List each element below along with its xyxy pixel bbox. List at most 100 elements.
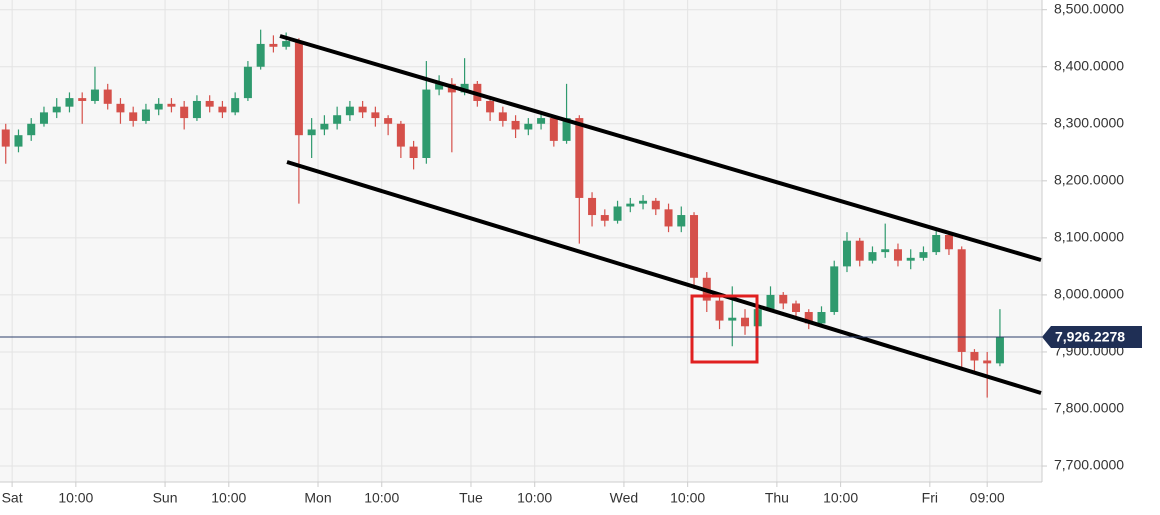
candle-body	[498, 112, 507, 121]
candle-body	[575, 118, 584, 198]
x-tick-label: Wed	[610, 490, 639, 506]
candle-body	[893, 249, 902, 261]
candle-body	[651, 200, 660, 210]
candle-body	[766, 294, 775, 310]
grid	[0, 0, 1042, 482]
candle-body	[690, 215, 699, 278]
candle-body	[842, 240, 851, 267]
candle-body	[511, 120, 520, 130]
candle-body	[791, 303, 800, 313]
x-tick-label: 10:00	[58, 490, 93, 506]
candle-body	[116, 103, 125, 113]
candle-body	[881, 249, 890, 253]
candle-body	[830, 266, 839, 313]
candle-body	[103, 89, 112, 104]
candle-body	[65, 98, 74, 107]
candle-body	[167, 103, 176, 107]
last-price-tag	[1042, 325, 1142, 348]
candle-body	[957, 249, 966, 352]
labels: 7,700.00007,800.00007,900.00008,000.0000…	[0, 0, 1142, 506]
candle-body	[779, 294, 788, 304]
candle-body	[52, 106, 61, 113]
y-tick-label: 8,400.0000	[1054, 57, 1124, 73]
candle-body	[626, 203, 635, 207]
candle-body	[396, 123, 405, 147]
candle-body	[588, 197, 597, 216]
candle-body	[664, 209, 673, 227]
candle-body	[970, 351, 979, 361]
candle-body	[460, 83, 469, 93]
candle-body	[384, 118, 393, 124]
last-price-label: 7,926.2278	[1055, 329, 1125, 345]
x-tick-label: 10:00	[517, 490, 552, 506]
candle-body	[677, 215, 686, 227]
x-tick-label: 10:00	[670, 490, 705, 506]
candle-body	[205, 100, 214, 107]
candle-body	[256, 43, 265, 67]
candle-body	[562, 118, 571, 141]
candle-body	[218, 106, 227, 113]
candle-body	[906, 257, 915, 261]
candle-body	[129, 112, 138, 121]
candle-body	[358, 106, 367, 113]
x-tick-label: Thu	[765, 490, 789, 506]
candle-body	[180, 106, 189, 119]
x-tick-label: Sat	[2, 490, 23, 506]
highlight-box	[690, 294, 759, 364]
candle-body	[600, 215, 609, 221]
x-tick-label: Tue	[459, 490, 483, 506]
plot-area	[0, 0, 1042, 482]
candle-body	[39, 112, 48, 124]
candle-body	[231, 98, 240, 113]
candle-body	[333, 115, 342, 124]
x-tick-label: 10:00	[364, 490, 399, 506]
candle-body	[919, 252, 928, 258]
candle-body	[422, 89, 431, 159]
x-tick-label: Mon	[304, 490, 331, 506]
candle-body	[855, 240, 864, 261]
candle-body	[537, 118, 546, 124]
candle-body	[639, 200, 648, 204]
candle-body	[741, 317, 750, 327]
y-tick-label: 8,100.0000	[1054, 229, 1124, 245]
trend-line-upper	[279, 34, 1042, 262]
candle-body	[192, 100, 201, 119]
x-tick-label: 10:00	[823, 490, 858, 506]
candle-body	[613, 206, 622, 221]
y-tick-label: 7,700.0000	[1054, 457, 1124, 473]
y-tick-label: 8,000.0000	[1054, 286, 1124, 302]
candle-body	[345, 106, 354, 116]
y-tick-label: 8,500.0000	[1054, 0, 1124, 16]
candle-body	[944, 235, 953, 250]
candle-body	[486, 100, 495, 113]
candle-body	[715, 300, 724, 321]
candle-body	[932, 235, 941, 253]
candle-body	[90, 89, 99, 101]
candle-body	[269, 43, 278, 47]
candle-body	[243, 66, 252, 99]
x-tick-label: 10:00	[211, 490, 246, 506]
candle-body	[549, 118, 558, 141]
candle-body	[409, 146, 418, 159]
candle-body	[307, 129, 316, 136]
candle-body	[983, 360, 992, 364]
candle-body	[14, 135, 23, 147]
x-tick-label: Fri	[922, 490, 938, 506]
x-tick-label: Sun	[153, 490, 178, 506]
candle-body	[282, 41, 291, 47]
candle-body	[141, 109, 150, 121]
candle-body	[294, 41, 303, 136]
candle-body	[320, 123, 329, 130]
candle-body	[868, 252, 877, 261]
y-tick-label: 7,800.0000	[1054, 400, 1124, 416]
candle-body	[524, 123, 533, 130]
y-tick-label: 8,200.0000	[1054, 172, 1124, 188]
trend-line-lower	[286, 160, 1042, 395]
candle-body	[78, 98, 87, 101]
candle-body	[728, 317, 737, 321]
candle-body	[371, 112, 380, 119]
candle-body	[817, 312, 826, 324]
y-tick-label: 8,300.0000	[1054, 114, 1124, 130]
